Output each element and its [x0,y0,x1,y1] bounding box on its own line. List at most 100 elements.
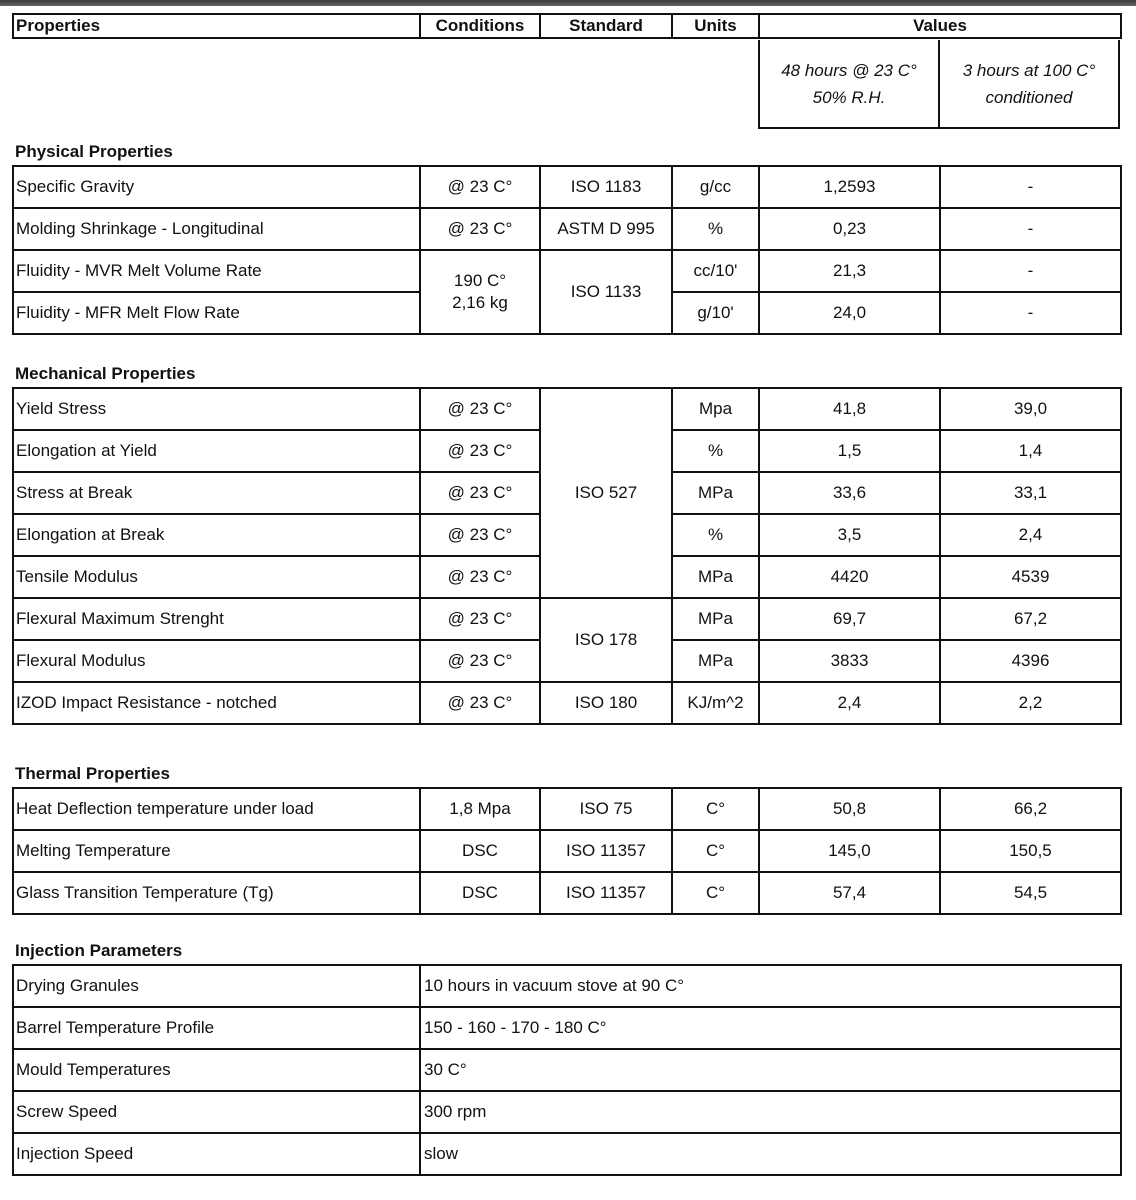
table-row: IZOD Impact Resistance - notched @ 23 C° I… [12,681,1122,725]
table-row: Melting Temperature DSC ISO 11357 C° 145,0 15… [12,829,1122,873]
value-2-cell: 33,1 [939,471,1122,515]
condition-cell: @ 23 C° [419,639,541,683]
unit-cell: MPa [671,597,760,641]
unit-cell: C° [671,829,760,873]
value-1-cell: 24,0 [758,291,941,335]
property-cell: Drying Granules [12,964,421,1008]
table-row: Mould Temperatures 30 C° [12,1048,1123,1092]
value-1-cell: 145,0 [758,829,941,873]
table-row: Yield Stress @ 23 C° ISO 527 Mpa 41,8 39,0 [12,387,1122,599]
standard-cell: ISO 180 [539,681,673,725]
unit-cell: MPa [671,555,760,599]
table-row: Elongation at Yield @ 23 C°% 1,5 1,4 [12,429,1122,473]
header-standard: Standard [539,13,673,39]
value-2-cell: - [939,165,1122,209]
property-cell: Tensile Modulus [12,555,421,599]
section-table: Yield Stress @ 23 C° ISO 527 Mpa 41,8 39,0 Elo… [12,387,1122,725]
property-cell: Molding Shrinkage - Longitudinal [12,207,421,251]
table-row: Tensile Modulus @ 23 C° MPa 4420 4539 [12,555,1122,599]
standard-cell: ISO 1183 [539,165,673,209]
condition-cell: @ 23 C° [419,207,541,251]
value-2-cell: - [939,207,1122,251]
condition-cell: @ 23 C° [419,681,541,725]
condition-cell: DSC [419,829,541,873]
unit-cell: g/cc [671,165,760,209]
property-cell: Elongation at Yield [12,429,421,473]
property-cell: Mould Temperatures [12,1048,421,1092]
standard-cell: ISO 178 [539,597,673,683]
unit-cell: % [671,207,760,251]
values-subheader: 48 hours @ 23 C° 50% R.H. 3 hours at 100… [758,40,1120,129]
value-2-cell: 150,5 [939,829,1122,873]
section-table: Heat Deflection temperature under load 1,… [12,787,1122,915]
value-2-cell: 67,2 [939,597,1122,641]
window-top-bar [0,0,1136,6]
condition-cell: @ 23 C° [419,387,541,431]
section-table: Specific Gravity @ 23 C° ISO 1183 g/cc 1,259… [12,165,1122,335]
property-cell: IZOD Impact Resistance - notched [12,681,421,725]
property-cell: Screw Speed [12,1090,421,1134]
unit-cell: C° [671,871,760,915]
property-cell: Elongation at Break [12,513,421,557]
table-row: Heat Deflection temperature under load 1,… [12,787,1122,831]
standard-cell: ISO 1133 [539,249,673,335]
value-2-cell: - [939,291,1122,335]
value-2-cell: 1,4 [939,429,1122,473]
value-2-cell: 2,4 [939,513,1122,557]
value-2-cell: 2,2 [939,681,1122,725]
unit-cell: % [671,513,760,557]
table-row: Fluidity - MVR Melt Volume Rate 190 C° 2,… [12,249,1122,335]
header-conditions: Conditions [419,13,541,39]
condition-cell: @ 23 C° [419,555,541,599]
property-cell: Flexural Modulus [12,639,421,683]
header-values: Values [758,13,1122,39]
table-row: Stress at Break @ 23 C° MPa 33,6 33,1 [12,471,1122,515]
value-column-2-header: 3 hours at 100 C° conditioned [962,60,1096,107]
section-title: Mechanical Properties [15,364,196,383]
table-row: Drying Granules 10 hours in vacuum stove … [12,964,1123,1008]
condition-cell: 190 C° 2,16 kg [419,249,541,335]
value-column-1-header: 48 hours @ 23 C° 50% R.H. [760,40,940,127]
section-title: Thermal Properties [15,764,170,783]
property-cell: Injection Speed [12,1132,421,1176]
unit-cell: g/10' [671,291,760,335]
table-row: Molding Shrinkage - Longitudinal @ 23 C° A… [12,207,1122,251]
standard-cell: ASTM D 995 [539,207,673,251]
property-cell: Fluidity - MFR Melt Flow Rate [12,291,421,335]
unit-cell: KJ/m^2 [671,681,760,725]
parameter-value-cell: slow [418,1132,1123,1176]
standard-cell: ISO 527 [539,387,673,599]
value-1-cell: 0,23 [758,207,941,251]
unit-cell: % [671,429,760,473]
condition-cell: @ 23 C° [419,429,541,473]
table-row: Screw Speed 300 rpm [12,1090,1123,1134]
table-row: Glass Transition Temperature (Tg) DSC ISO … [12,871,1122,915]
value-1-cell: 50,8 [758,787,941,831]
value-1-cell: 1,2593 [758,165,941,209]
value-1-cell: 2,4 [758,681,941,725]
table-row: Specific Gravity @ 23 C° ISO 1183 g/cc 1,259… [12,165,1122,209]
standard-cell: ISO 75 [539,787,673,831]
standard-cell: ISO 11357 [539,871,673,915]
table-row: Flexural Modulus @ 23 C° MPa 3833 4396 [12,639,1122,683]
condition-cell: @ 23 C° [419,597,541,641]
value-2-cell: 39,0 [939,387,1122,431]
property-cell: Fluidity - MVR Melt Volume Rate [12,249,421,293]
section-table: Drying Granules 10 hours in vacuum stove … [12,964,1123,1176]
value-2-cell: - [939,249,1122,293]
section-title: Injection Parameters [15,941,183,960]
value-1-cell: 4420 [758,555,941,599]
condition-cell: DSC [419,871,541,915]
value-1-cell: 33,6 [758,471,941,515]
header-table: Properties Conditions Standard Units Val… [12,13,1122,39]
property-cell: Barrel Temperature Profile [12,1006,421,1050]
unit-cell: C° [671,787,760,831]
header-properties: Properties [12,13,421,39]
condition-cell: @ 23 C° [419,513,541,557]
table-row: Flexural Maximum Strenght @ 23 C° ISO 178 M… [12,597,1122,683]
value-2-cell: 54,5 [939,871,1122,915]
value-1-cell: 69,7 [758,597,941,641]
property-cell: Yield Stress [12,387,421,431]
unit-cell: MPa [671,471,760,515]
property-cell: Melting Temperature [12,829,421,873]
